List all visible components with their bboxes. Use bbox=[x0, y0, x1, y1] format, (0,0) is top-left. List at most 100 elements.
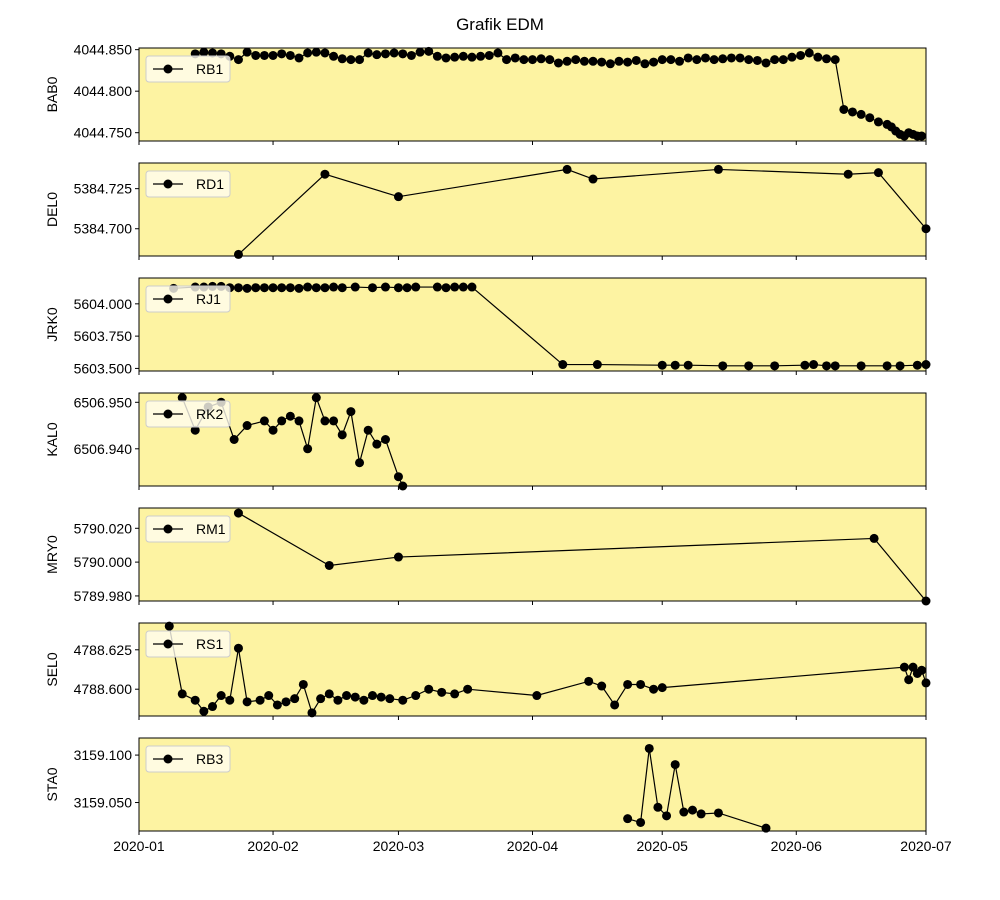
data-point bbox=[683, 360, 693, 370]
data-point bbox=[796, 50, 806, 60]
data-point bbox=[579, 56, 589, 66]
data-point bbox=[303, 444, 313, 454]
data-point bbox=[424, 46, 434, 56]
data-point bbox=[510, 53, 520, 63]
data-point bbox=[411, 691, 421, 701]
data-point bbox=[631, 55, 641, 65]
subplot-mry0: 5789.980 5790.000 5790.020 MRY0 RM1 bbox=[44, 507, 931, 606]
data-point bbox=[588, 56, 598, 66]
data-point bbox=[813, 52, 823, 62]
data-point bbox=[199, 47, 209, 57]
data-point bbox=[597, 681, 607, 691]
data-point bbox=[372, 439, 382, 449]
data-point bbox=[355, 458, 365, 468]
data-point bbox=[532, 691, 542, 701]
data-point bbox=[337, 430, 347, 440]
data-point bbox=[679, 807, 689, 817]
data-point bbox=[450, 689, 460, 699]
legend-box bbox=[145, 55, 231, 83]
data-point bbox=[917, 665, 927, 675]
data-point bbox=[670, 360, 680, 370]
legend-box bbox=[145, 630, 231, 658]
data-point bbox=[380, 435, 390, 444]
data-point bbox=[463, 684, 473, 694]
data-point bbox=[437, 687, 447, 697]
data-point bbox=[623, 814, 633, 824]
data-point bbox=[277, 416, 287, 426]
data-point bbox=[320, 169, 330, 179]
data-point bbox=[856, 361, 866, 371]
y-axis-label: JRK0 bbox=[44, 307, 60, 341]
legend-label: RM1 bbox=[196, 521, 226, 537]
plot-area bbox=[139, 278, 926, 371]
data-point bbox=[558, 360, 568, 370]
legend: RB3 bbox=[145, 745, 231, 773]
x-tick-label: 2020-07 bbox=[900, 838, 952, 854]
y-tick-label: 4788.625 bbox=[74, 642, 133, 658]
data-point bbox=[333, 695, 343, 705]
data-point bbox=[294, 53, 304, 63]
data-point bbox=[277, 49, 287, 59]
y-tick-label: 4044.800 bbox=[74, 83, 133, 99]
data-point bbox=[350, 282, 360, 292]
data-point bbox=[735, 53, 745, 63]
data-point bbox=[761, 823, 771, 833]
data-point bbox=[320, 283, 330, 293]
data-point bbox=[657, 55, 667, 65]
data-point bbox=[372, 50, 382, 60]
data-point bbox=[342, 691, 352, 701]
data-point bbox=[696, 809, 706, 819]
data-point bbox=[242, 697, 252, 707]
data-point bbox=[229, 435, 239, 444]
series-rb3 bbox=[623, 743, 771, 833]
data-point bbox=[450, 282, 460, 292]
subplot-del0: 5384.700 5384.725 DEL0 RD1 bbox=[44, 162, 931, 260]
data-point bbox=[649, 684, 659, 694]
data-point bbox=[614, 56, 624, 66]
data-point bbox=[713, 164, 723, 174]
data-point bbox=[545, 55, 555, 65]
data-point bbox=[432, 282, 442, 292]
data-point bbox=[562, 164, 572, 174]
data-point bbox=[904, 675, 914, 685]
data-point bbox=[363, 425, 373, 435]
y-tick-label: 5790.020 bbox=[74, 520, 133, 536]
y-axis-label: SEL0 bbox=[44, 652, 60, 686]
data-point bbox=[588, 174, 598, 184]
data-point bbox=[285, 411, 295, 421]
data-point bbox=[216, 691, 226, 701]
data-point bbox=[865, 113, 875, 123]
legend: RJ1 bbox=[145, 285, 231, 313]
data-point bbox=[311, 393, 321, 403]
data-point bbox=[406, 50, 416, 60]
data-point bbox=[393, 472, 403, 482]
data-point bbox=[329, 51, 339, 61]
subplot-jrk0: 5603.500 5603.750 5604.000 JRK0 RJ1 bbox=[44, 277, 931, 376]
data-point bbox=[359, 695, 369, 705]
data-point bbox=[809, 360, 819, 370]
data-point bbox=[899, 662, 909, 672]
data-point bbox=[882, 361, 892, 371]
series-rb1 bbox=[190, 46, 927, 141]
subplot-sel0: 4788.600 4788.625 SEL0 RS1 bbox=[44, 621, 931, 720]
x-tick-label: 2020-04 bbox=[507, 838, 559, 854]
legend-marker-swatch bbox=[163, 294, 173, 304]
y-tick-label: 5384.700 bbox=[74, 221, 133, 237]
data-point bbox=[393, 552, 403, 562]
data-point bbox=[778, 55, 788, 65]
y-tick-label: 3159.050 bbox=[74, 795, 133, 811]
data-point bbox=[208, 48, 218, 58]
data-point bbox=[268, 50, 278, 60]
data-point bbox=[281, 697, 291, 707]
subplot-panels: 4044.7504044.8004044.850BAB0RB15384.7005… bbox=[44, 42, 931, 835]
data-point bbox=[752, 55, 762, 65]
legend-marker-swatch bbox=[163, 64, 173, 74]
data-point bbox=[912, 360, 922, 370]
data-point bbox=[873, 117, 883, 127]
data-point bbox=[190, 695, 200, 705]
data-point bbox=[346, 55, 356, 65]
data-point bbox=[675, 56, 685, 66]
legend-box bbox=[145, 285, 231, 313]
data-point bbox=[303, 282, 313, 292]
data-point bbox=[368, 691, 378, 701]
